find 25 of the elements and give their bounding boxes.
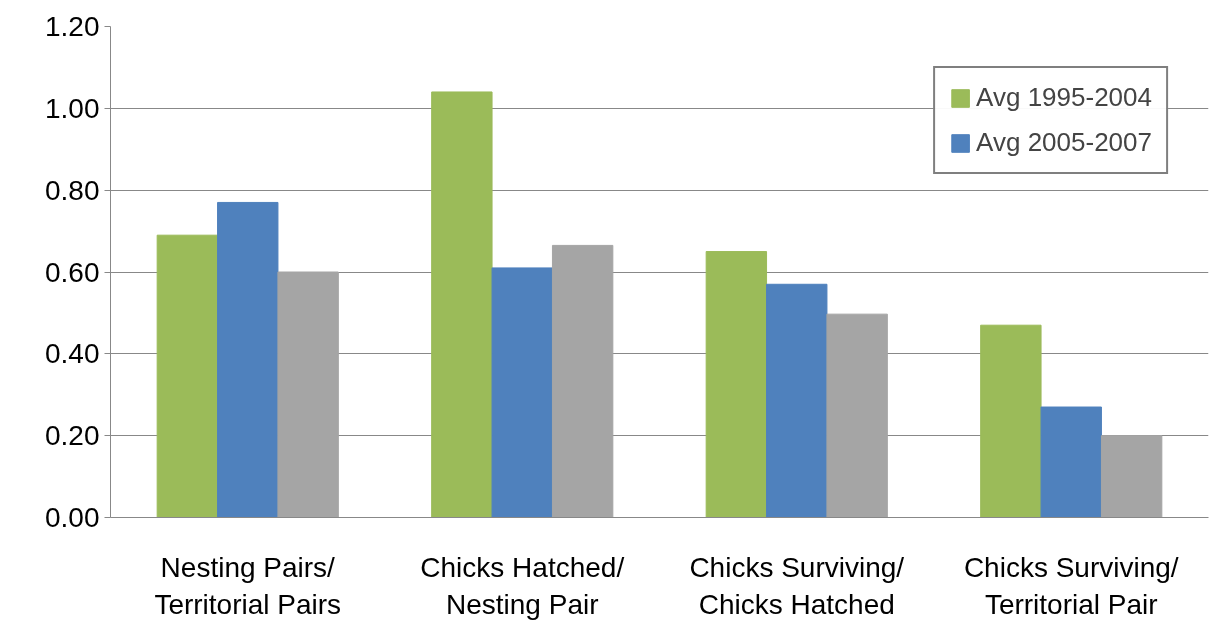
bar (551, 244, 614, 518)
legend-label: Avg 2005-2007 (976, 127, 1152, 158)
bar (431, 91, 493, 518)
bar (705, 251, 768, 518)
bar (826, 313, 888, 518)
y-tick-label: 1.00 (45, 92, 100, 124)
y-tick-label: 0.80 (45, 174, 100, 206)
bar (1100, 435, 1163, 518)
bar (766, 283, 828, 518)
bar (156, 234, 219, 518)
bar (491, 267, 553, 518)
x-tick-label: Chicks Surviving/ Chicks Hatched (689, 551, 905, 620)
x-tick-label: Chicks Hatched/ Nesting Pair (420, 551, 625, 620)
legend-label: Avg 1995-2004 (976, 82, 1152, 113)
x-tick-label: Chicks Surviving/ Territorial Pair (963, 551, 1179, 620)
y-tick-label: 1.20 (45, 11, 100, 42)
bar (217, 201, 279, 518)
y-tick-label: 0.60 (45, 256, 100, 288)
x-tick-label: Nesting Pairs/ Territorial Pairs (154, 551, 342, 620)
bar (980, 324, 1042, 518)
bar (1040, 406, 1102, 518)
y-tick-label: 0.40 (45, 338, 100, 370)
y-tick-label: 0.00 (45, 502, 100, 533)
bar (277, 271, 339, 518)
y-tick-label: 0.20 (45, 420, 100, 452)
